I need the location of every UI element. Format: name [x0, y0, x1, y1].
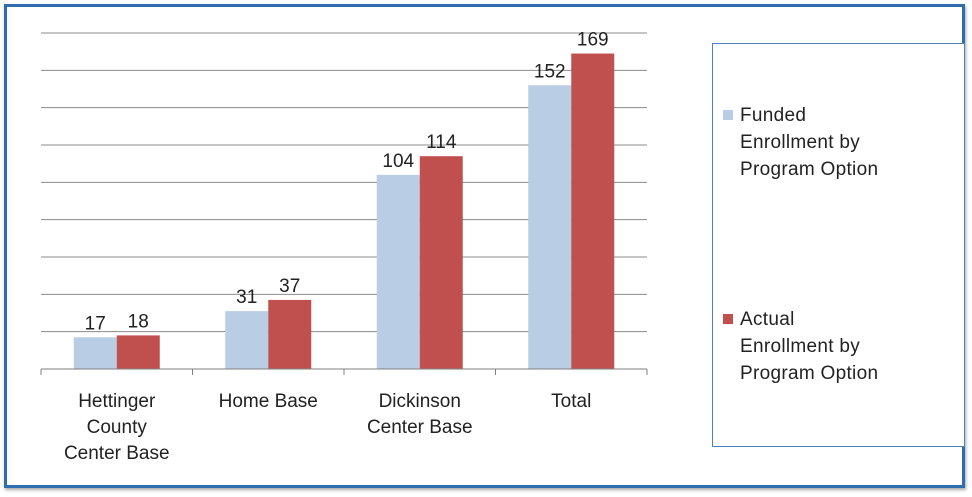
bar-funded [225, 311, 269, 369]
data-label: 31 [236, 287, 257, 308]
legend-label-line: Program Option [740, 363, 879, 384]
bar-funded [528, 85, 572, 370]
data-label: 114 [426, 132, 457, 153]
legend-entry-actual: Actual Enrollment by Program Option [723, 306, 953, 387]
data-label: 169 [577, 30, 609, 51]
data-labels: 17 18 31 37 104 114 152 169 [85, 30, 609, 335]
legend-entry-funded: Funded Enrollment by Program Option [723, 102, 953, 183]
legend-label-line: Enrollment by [740, 336, 861, 357]
bar-actual [571, 53, 615, 370]
legend-label-actual: Actual Enrollment by Program Option [740, 306, 930, 387]
category-labels: Hettinger County Center Base Home Base Dicki… [64, 391, 591, 464]
bar-funded [376, 174, 420, 369]
category-label: Hettinger [78, 391, 156, 412]
bar-funded [73, 337, 117, 369]
bar-chart: 17 18 31 37 104 114 152 169 Hettinger County Cent… [40, 30, 648, 464]
gridlines [41, 32, 647, 333]
category-label: Center Base [367, 417, 473, 438]
legend-label-funded: Funded Enrollment by Program Option [740, 102, 930, 183]
category-label: Home Base [219, 391, 318, 412]
bar-actual [116, 335, 160, 369]
legend: Funded Enrollment by Program Option Actu… [712, 43, 965, 447]
legend-label-line: Program Option [740, 159, 879, 180]
legend-label-line: Enrollment by [740, 132, 861, 153]
legend-label-line: Actual [740, 309, 795, 330]
data-label: 37 [279, 276, 300, 297]
legend-swatch-actual [723, 314, 733, 324]
category-label: Total [551, 391, 591, 412]
category-label: Dickinson [379, 391, 461, 412]
bars [73, 53, 615, 370]
category-label: County [87, 417, 148, 438]
data-label: 18 [128, 311, 149, 332]
legend-label-line: Funded [740, 105, 807, 126]
bar-actual [268, 299, 312, 369]
data-label: 104 [382, 151, 414, 172]
data-label: 17 [85, 313, 106, 334]
bar-actual [419, 156, 463, 369]
chart-frame: 17 18 31 37 104 114 152 169 Hettinger County Cent… [4, 4, 965, 488]
x-axis [40, 368, 648, 375]
category-label: Center Base [64, 443, 170, 464]
data-label: 152 [534, 61, 566, 82]
legend-swatch-funded [723, 110, 733, 120]
